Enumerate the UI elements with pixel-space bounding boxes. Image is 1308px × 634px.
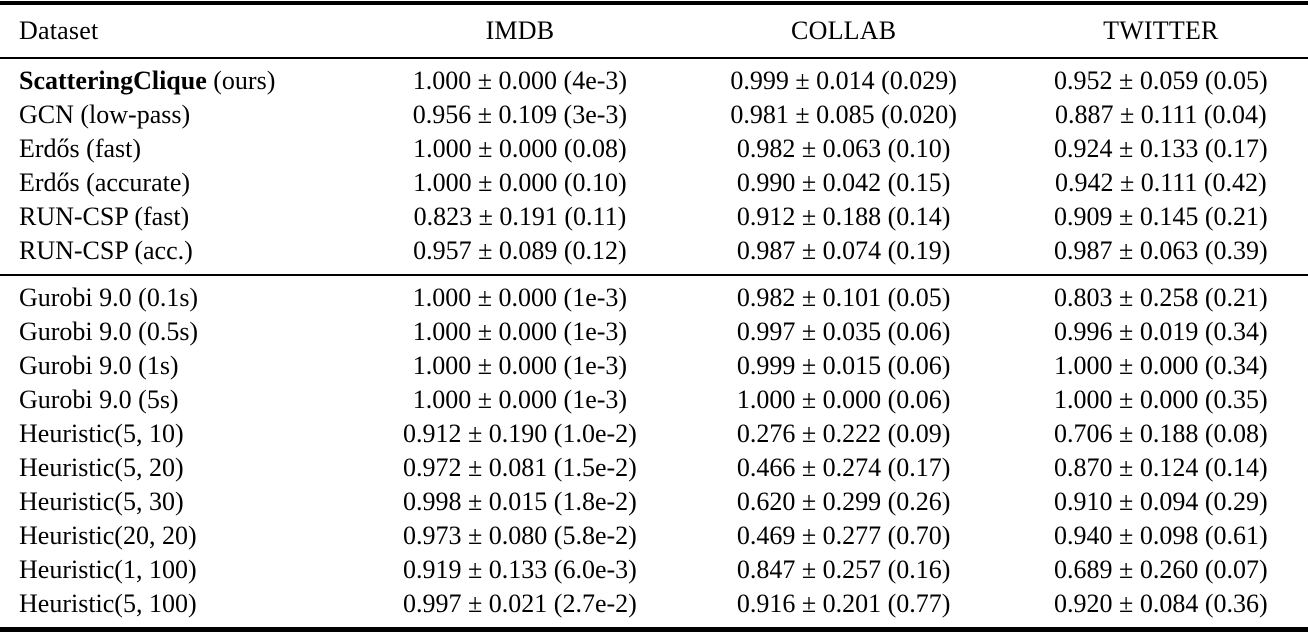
table-row: Heuristic(5, 100) 0.997 ± 0.021 (2.7e-2) 0… <box>0 587 1308 630</box>
result-value: 1.000 ± 0.000 (0.34) <box>1054 351 1268 380</box>
result-value: 0.999 ± 0.014 (0.029) <box>730 66 957 95</box>
table-row: Gurobi 9.0 (5s) 1.000 ± 0.000 (1e-3) 1.000… <box>0 383 1308 417</box>
result-value: 0.973 ± 0.080 (5.8e-2) <box>403 521 637 550</box>
table-row: Heuristic(5, 20) 0.972 ± 0.081 (1.5e-2) 0.… <box>0 451 1308 485</box>
result-value: 1.000 ± 0.000 (1e-3) <box>412 283 628 312</box>
result-value: 0.912 ± 0.188 (0.14) <box>736 202 951 231</box>
table-group-baselines: Gurobi 9.0 (0.1s) 1.000 ± 0.000 (1e-3) 0.9… <box>0 275 1308 630</box>
result-value: 0.909 ± 0.145 (0.21) <box>1054 202 1268 231</box>
dataset-label: Heuristic(1, 100) <box>19 555 197 584</box>
dataset-label: Gurobi 9.0 (5s) <box>19 385 179 414</box>
dataset-label: Gurobi 9.0 (0.1s) <box>19 283 199 312</box>
result-value: 0.972 ± 0.081 (1.5e-2) <box>403 453 637 482</box>
result-value: 0.276 ± 0.222 (0.09) <box>736 419 951 448</box>
result-value: 0.919 ± 0.133 (6.0e-3) <box>403 555 637 584</box>
table-group-methods: ScatteringClique (ours) 1.000 ± 0.000 (4e… <box>0 58 1308 275</box>
result-value: 0.803 ± 0.258 (0.21) <box>1054 283 1268 312</box>
dataset-label: Erdős (accurate) <box>19 168 191 197</box>
dataset-label: Heuristic(20, 20) <box>19 521 197 550</box>
column-header-dataset: Dataset <box>19 16 99 45</box>
result-value: 0.942 ± 0.111 (0.42) <box>1055 168 1267 197</box>
result-value: 0.706 ± 0.188 (0.08) <box>1054 419 1268 448</box>
result-value: 0.997 ± 0.021 (2.7e-2) <box>403 589 637 618</box>
table-row: Heuristic(5, 10) 0.912 ± 0.190 (1.0e-2) 0.… <box>0 417 1308 451</box>
result-value: 0.924 ± 0.133 (0.17) <box>1054 134 1268 163</box>
result-value: 0.940 ± 0.098 (0.61) <box>1054 521 1268 550</box>
result-value: 0.847 ± 0.257 (0.16) <box>736 555 951 584</box>
result-value: 1.000 ± 0.000 (1e-3) <box>412 317 628 346</box>
dataset-label: Gurobi 9.0 (0.5s) <box>19 317 199 346</box>
table-row: RUN-CSP (fast) 0.823 ± 0.191 (0.11) 0.912 … <box>0 200 1308 234</box>
table-row: Erdős (fast) 1.000 ± 0.000 (0.08) 0.982 ± … <box>0 132 1308 166</box>
result-value: 0.689 ± 0.260 (0.07) <box>1054 555 1268 584</box>
dataset-label: Heuristic(5, 10) <box>19 419 184 448</box>
result-value: 0.982 ± 0.101 (0.05) <box>736 283 951 312</box>
result-value: 0.999 ± 0.015 (0.06) <box>736 351 951 380</box>
dataset-label: Heuristic(5, 30) <box>19 487 184 516</box>
dataset-label: RUN-CSP (fast) <box>19 202 190 231</box>
result-value: 0.998 ± 0.015 (1.8e-2) <box>403 487 637 516</box>
result-value: 0.870 ± 0.124 (0.14) <box>1054 453 1268 482</box>
result-value: 0.823 ± 0.191 (0.11) <box>413 202 627 231</box>
dataset-label: GCN (low-pass) <box>19 100 191 129</box>
result-value: 0.920 ± 0.084 (0.36) <box>1054 589 1268 618</box>
table-row: GCN (low-pass) 0.956 ± 0.109 (3e-3) 0.981 … <box>0 98 1308 132</box>
dataset-label: Erdős (fast) <box>19 134 142 163</box>
result-value: 0.987 ± 0.074 (0.19) <box>736 236 951 265</box>
table-row: Gurobi 9.0 (1s) 1.000 ± 0.000 (1e-3) 0.999… <box>0 349 1308 383</box>
dataset-label: Gurobi 9.0 (1s) <box>19 351 179 380</box>
result-value: 0.469 ± 0.277 (0.70) <box>736 521 951 550</box>
result-value: 0.981 ± 0.085 (0.020) <box>730 100 957 129</box>
table-row: Erdős (accurate) 1.000 ± 0.000 (0.10) 0.99… <box>0 166 1308 200</box>
result-value: 0.887 ± 0.111 (0.04) <box>1055 100 1267 129</box>
result-value: 0.982 ± 0.063 (0.10) <box>736 134 951 163</box>
dataset-label: RUN-CSP (acc.) <box>19 236 193 265</box>
result-value: 1.000 ± 0.000 (0.06) <box>736 385 951 414</box>
result-value: 0.912 ± 0.190 (1.0e-2) <box>403 419 637 448</box>
result-value: 0.466 ± 0.274 (0.17) <box>736 453 951 482</box>
table-row: Heuristic(5, 30) 0.998 ± 0.015 (1.8e-2) 0.… <box>0 485 1308 519</box>
header-row: Dataset IMDB COLLAB TWITTER <box>0 3 1308 58</box>
result-value: 0.987 ± 0.063 (0.39) <box>1054 236 1268 265</box>
dataset-label: ScatteringClique (ours) <box>19 66 276 95</box>
result-value: 0.956 ± 0.109 (3e-3) <box>412 100 628 129</box>
column-header-collab: COLLAB <box>791 16 897 45</box>
result-value: 1.000 ± 0.000 (0.35) <box>1054 385 1268 414</box>
table-row: Heuristic(20, 20) 0.973 ± 0.080 (5.8e-2) 0… <box>0 519 1308 553</box>
table-row: Gurobi 9.0 (0.5s) 1.000 ± 0.000 (1e-3) 0.9… <box>0 315 1308 349</box>
result-value: 1.000 ± 0.000 (4e-3) <box>412 66 628 95</box>
result-value: 0.996 ± 0.019 (0.34) <box>1054 317 1268 346</box>
result-value: 1.000 ± 0.000 (0.10) <box>413 168 627 197</box>
result-value: 1.000 ± 0.000 (0.08) <box>413 134 627 163</box>
table-row: Heuristic(1, 100) 0.919 ± 0.133 (6.0e-3) 0… <box>0 553 1308 587</box>
table-row: ScatteringClique (ours) 1.000 ± 0.000 (4e… <box>0 58 1308 98</box>
result-value: 1.000 ± 0.000 (1e-3) <box>412 385 628 414</box>
dataset-label: Heuristic(5, 100) <box>19 589 197 618</box>
result-value: 0.952 ± 0.059 (0.05) <box>1054 66 1268 95</box>
dataset-label: Heuristic(5, 20) <box>19 453 184 482</box>
result-value: 0.910 ± 0.094 (0.29) <box>1054 487 1268 516</box>
result-value: 0.957 ± 0.089 (0.12) <box>413 236 627 265</box>
table-row: Gurobi 9.0 (0.1s) 1.000 ± 0.000 (1e-3) 0.9… <box>0 275 1308 315</box>
result-value: 0.997 ± 0.035 (0.06) <box>736 317 951 346</box>
result-value: 0.990 ± 0.042 (0.15) <box>736 168 951 197</box>
result-value: 0.620 ± 0.299 (0.26) <box>736 487 951 516</box>
column-header-twitter: TWITTER <box>1103 16 1219 45</box>
dataset-label-bold: ScatteringClique <box>19 66 207 95</box>
table-row: RUN-CSP (acc.) 0.957 ± 0.089 (0.12) 0.987 … <box>0 234 1308 275</box>
column-header-imdb: IMDB <box>485 16 555 45</box>
result-value: 0.916 ± 0.201 (0.77) <box>736 589 951 618</box>
result-value: 1.000 ± 0.000 (1e-3) <box>412 351 628 380</box>
